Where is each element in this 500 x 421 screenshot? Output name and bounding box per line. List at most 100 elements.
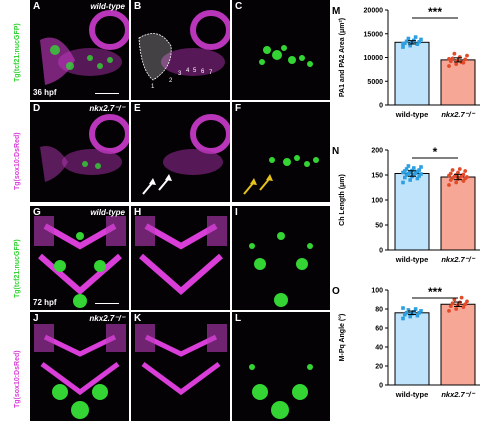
side-label: Tg(tcf21:nucGFP) xyxy=(14,239,21,298)
data-point xyxy=(461,172,466,177)
data-point xyxy=(463,169,468,173)
panel-J: J nkx2.7⁻/⁻ xyxy=(30,312,129,421)
bar xyxy=(394,173,430,251)
bar xyxy=(440,59,476,106)
data-point xyxy=(412,166,416,170)
x-tick-label: nkx2.7⁻/⁻ xyxy=(441,390,475,399)
x-tick-label: nkx2.7⁻/⁻ xyxy=(441,110,475,119)
stage-label: 36 hpf xyxy=(33,88,57,97)
panel-L-image xyxy=(249,364,313,419)
data-point xyxy=(401,306,405,310)
panel-label: J xyxy=(33,313,39,324)
data-point xyxy=(448,304,453,309)
x-tick-label: wild-type xyxy=(395,255,429,264)
x-tick-label: wild-type xyxy=(395,390,429,399)
panel-L: L xyxy=(232,312,330,421)
data-point xyxy=(415,313,420,318)
panel-B: B 1 2 3 4 5 6 7 xyxy=(131,0,230,100)
genotype-label: nkx2.7⁻/⁻ xyxy=(89,314,125,323)
panel-F-image xyxy=(243,155,319,195)
y-tick-label: 20000 xyxy=(364,8,384,15)
data-point xyxy=(465,53,469,58)
panel-I-image xyxy=(249,232,313,307)
panel-label: B xyxy=(134,1,142,12)
data-point xyxy=(415,42,420,46)
panel-D-image xyxy=(40,114,129,182)
panel-D: D nkx2.7⁻/⁻ xyxy=(30,102,129,202)
data-point xyxy=(447,309,451,313)
y-tick-label: 200 xyxy=(371,148,383,155)
data-point xyxy=(417,174,421,178)
data-point xyxy=(454,62,459,67)
data-point xyxy=(450,301,455,306)
data-point xyxy=(403,175,407,180)
bar xyxy=(394,41,430,106)
y-tick-label: 0 xyxy=(379,383,383,390)
data-point xyxy=(406,308,411,312)
data-point xyxy=(459,295,464,300)
y-tick-label: 10000 xyxy=(364,55,384,62)
panel-A-image xyxy=(40,10,129,85)
y-tick-label: 50 xyxy=(375,223,383,230)
data-point xyxy=(447,183,451,187)
data-point xyxy=(403,312,407,317)
data-point xyxy=(419,37,423,42)
data-point xyxy=(457,167,462,171)
arch-number: 7 xyxy=(209,70,213,76)
arrow-icon xyxy=(142,178,156,195)
data-point xyxy=(417,168,421,172)
arrow-icon xyxy=(158,174,172,191)
panel-F: F xyxy=(232,102,330,202)
panel-H-image xyxy=(135,216,227,295)
panel-K-image xyxy=(135,324,227,396)
data-point xyxy=(412,172,416,177)
panel-H: H xyxy=(131,206,230,310)
data-point xyxy=(419,172,423,176)
y-tick-label: 15000 xyxy=(364,31,384,38)
data-point xyxy=(404,167,409,171)
side-label: Tg(sox10:DsRed) xyxy=(14,350,21,408)
y-axis-label: PA1 and PA2 Area (μm²) xyxy=(339,18,346,97)
x-tick-label: nkx2.7⁻/⁻ xyxy=(441,255,475,264)
data-point xyxy=(412,310,416,314)
data-point xyxy=(465,175,469,179)
data-point xyxy=(404,39,409,44)
panel-G-image xyxy=(34,216,126,308)
panel-label: D xyxy=(33,103,41,114)
bar xyxy=(440,176,476,251)
data-point xyxy=(465,299,469,304)
panel-label: F xyxy=(235,103,242,114)
panel-K: K xyxy=(131,312,230,421)
data-point xyxy=(406,36,411,41)
panel-label: M xyxy=(332,6,340,17)
genotype-label: wild-type xyxy=(90,2,125,11)
bar xyxy=(440,303,476,386)
data-point xyxy=(463,302,468,307)
arrow-icon xyxy=(259,174,273,191)
panel-B-image xyxy=(138,10,230,81)
y-tick-label: 100 xyxy=(371,198,383,205)
data-point xyxy=(408,314,412,319)
genotype-label: nkx2.7⁻/⁻ xyxy=(89,104,125,113)
data-point xyxy=(406,164,411,168)
data-point xyxy=(401,316,405,321)
y-tick-label: 150 xyxy=(371,173,383,180)
panel-label: G xyxy=(33,207,41,218)
y-axis-label: Ch Length (μm) xyxy=(339,174,346,226)
genotype-label: wild-type xyxy=(90,208,125,217)
arch-number: 6 xyxy=(201,69,205,75)
data-point xyxy=(456,170,460,175)
scale-bar xyxy=(95,302,119,304)
scale-bar xyxy=(95,92,119,94)
panel-E-image xyxy=(142,114,230,195)
panel-label: I xyxy=(235,207,238,218)
panel-label: N xyxy=(332,146,339,157)
data-point xyxy=(403,169,407,173)
data-point xyxy=(454,180,459,185)
panel-C: C xyxy=(232,0,330,100)
panel-A: A wild-type 36 hpf xyxy=(30,0,129,100)
data-point xyxy=(454,307,459,311)
panel-label: O xyxy=(332,286,340,297)
